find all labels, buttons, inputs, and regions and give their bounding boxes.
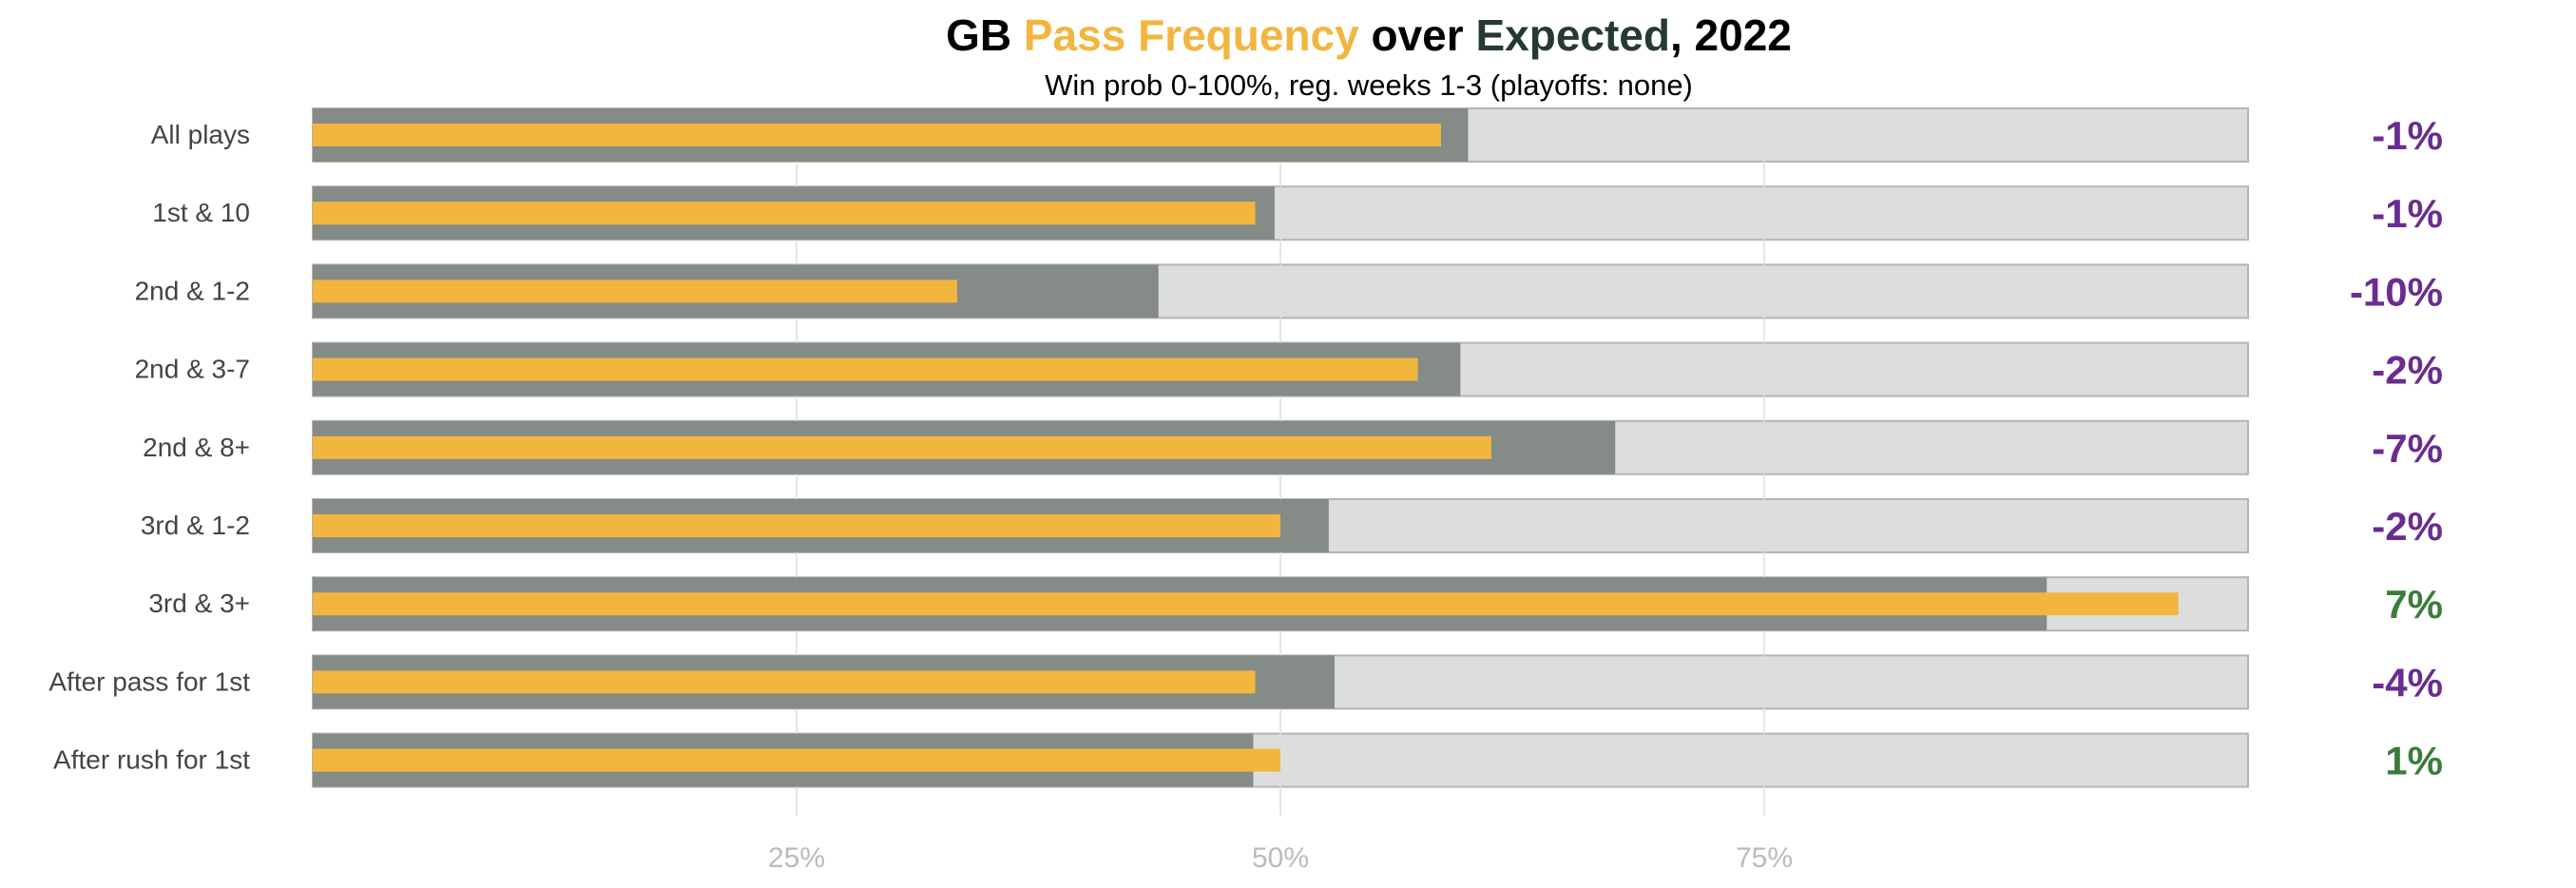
- difference-label: 7%: [2385, 582, 2443, 627]
- difference-label: -2%: [2372, 348, 2443, 393]
- x-tick-label: 75%: [1736, 842, 1793, 874]
- pass-frequency-bar: [313, 514, 1280, 537]
- difference-label: -1%: [2372, 191, 2443, 236]
- difference-label: -4%: [2372, 660, 2443, 705]
- category-label: All plays: [151, 120, 250, 149]
- difference-label: 1%: [2385, 739, 2443, 783]
- x-tick-label: 25%: [768, 842, 825, 874]
- chart-title: GB Pass Frequency over Expected, 2022: [0, 10, 2576, 61]
- title-year: , 2022: [1669, 10, 1792, 60]
- category-label: 3rd & 1-2: [141, 511, 250, 540]
- category-label: 2nd & 8+: [143, 433, 250, 462]
- category-label: 2nd & 1-2: [135, 276, 250, 305]
- difference-label: -7%: [2372, 426, 2443, 471]
- pass-frequency-bar: [313, 357, 1418, 381]
- category-label: 1st & 10: [152, 198, 250, 227]
- category-label: 3rd & 3+: [148, 589, 250, 618]
- difference-label: -2%: [2372, 504, 2443, 549]
- pass-frequency-bar: [313, 280, 957, 303]
- title-expected: Expected: [1475, 10, 1670, 60]
- pass-frequency-bar: [313, 670, 1256, 694]
- pass-frequency-bar: [313, 748, 1280, 772]
- title-team: GB: [946, 10, 1012, 60]
- category-label: 2nd & 3-7: [135, 355, 250, 384]
- pass-frequency-bar: [313, 435, 1491, 459]
- x-tick-label: 50%: [1252, 842, 1309, 874]
- category-label: After rush for 1st: [53, 745, 250, 775]
- pass-frequency-bar: [313, 592, 2179, 616]
- difference-label: -1%: [2372, 113, 2443, 158]
- pass-frequency-bar: [313, 202, 1256, 225]
- title-pass-frequency: Pass Frequency: [1023, 10, 1359, 60]
- title-over: over: [1371, 10, 1464, 60]
- difference-label: -10%: [2350, 269, 2443, 314]
- chart-subtitle: Win prob 0-100%, reg. weeks 1-3 (playoff…: [1045, 68, 1693, 102]
- category-label: After pass for 1st: [48, 666, 250, 696]
- pass-frequency-bar: [313, 124, 1441, 146]
